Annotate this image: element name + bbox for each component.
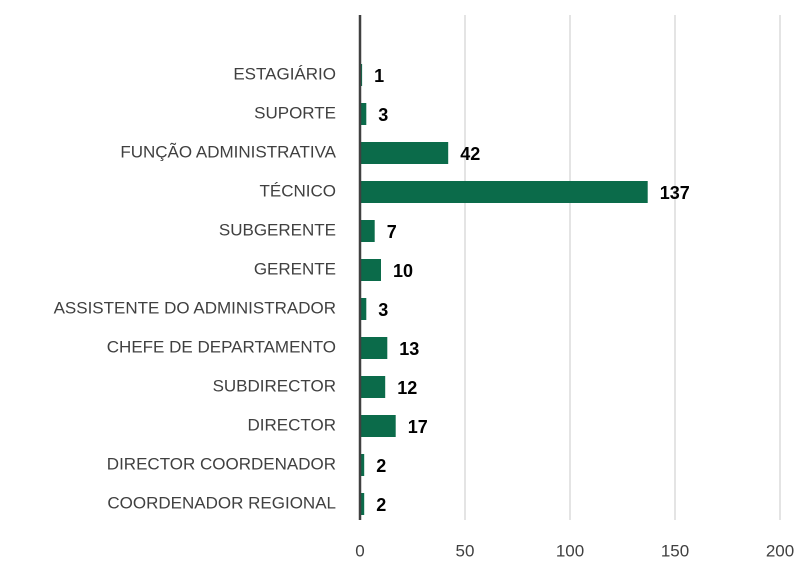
y-tick-label: ESTAGIÁRIO — [233, 64, 336, 83]
bar — [360, 493, 365, 515]
data-label: 10 — [393, 261, 413, 281]
y-tick-label: ASSISTENTE DO ADMINISTRADOR — [54, 298, 336, 317]
bar — [360, 376, 386, 398]
data-label: 7 — [387, 222, 397, 242]
data-label: 17 — [408, 417, 428, 437]
x-tick-label: 150 — [661, 541, 689, 560]
y-tick-label: FUNÇÃO ADMINISTRATIVA — [120, 142, 336, 161]
y-tick-label: DIRECTOR COORDENADOR — [107, 454, 336, 473]
x-tick-label: 200 — [766, 541, 794, 560]
bar — [360, 454, 365, 476]
data-label: 3 — [378, 105, 388, 125]
data-label: 2 — [376, 456, 386, 476]
bar — [360, 181, 648, 203]
data-label: 13 — [399, 339, 419, 359]
bar — [360, 259, 381, 281]
bar — [360, 220, 375, 242]
y-tick-label: CHEFE DE DEPARTAMENTO — [107, 337, 336, 356]
data-label: 12 — [397, 378, 417, 398]
bar — [360, 103, 367, 125]
x-tick-label: 0 — [355, 541, 364, 560]
data-label: 3 — [378, 300, 388, 320]
data-label: 42 — [460, 144, 480, 164]
y-tick-label: GERENTE — [254, 259, 336, 278]
bar — [360, 415, 396, 437]
data-label: 137 — [660, 183, 690, 203]
y-tick-label: SUBDIRECTOR — [213, 376, 336, 395]
y-tick-label: SUPORTE — [254, 103, 336, 122]
x-tick-label: 100 — [556, 541, 584, 560]
x-tick-label: 50 — [456, 541, 475, 560]
data-label: 2 — [376, 495, 386, 515]
bar — [360, 337, 388, 359]
y-tick-label: SUBGERENTE — [219, 220, 336, 239]
y-tick-label: DIRECTOR — [248, 415, 336, 434]
y-tick-label: TÉCNICO — [260, 181, 337, 200]
bar — [360, 298, 367, 320]
y-tick-label: COORDENADOR REGIONAL — [107, 493, 336, 512]
bar — [360, 142, 449, 164]
data-label: 1 — [374, 66, 384, 86]
